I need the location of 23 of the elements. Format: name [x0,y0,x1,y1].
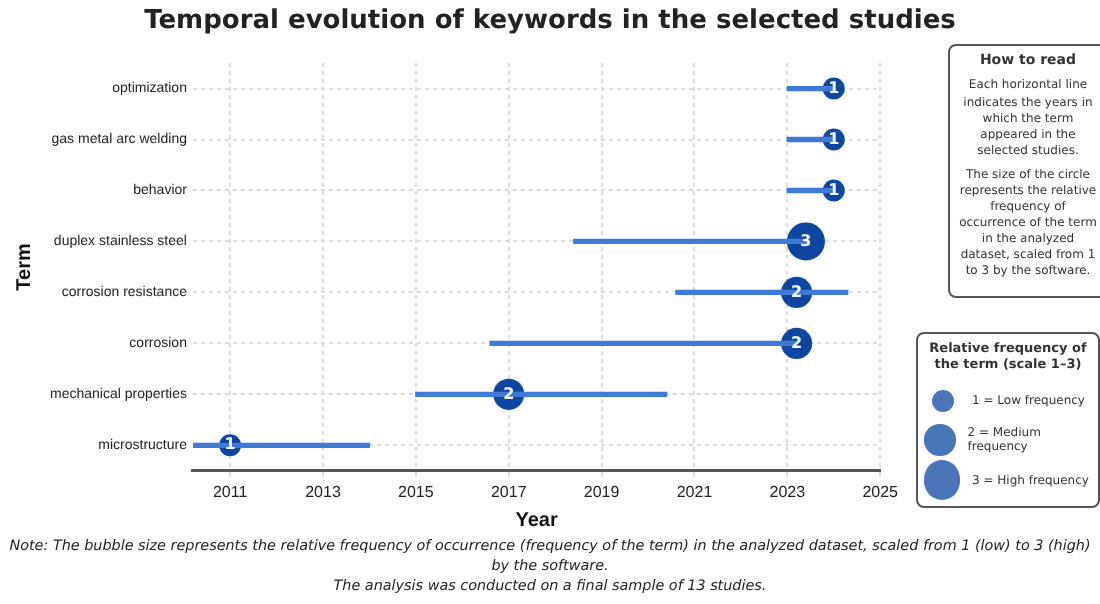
x-tick-label: 2011 [212,482,249,501]
x-tick-label: 2013 [305,482,342,501]
data-label: 2 [791,282,803,301]
chart-title: Temporal evolution of keywords in the selected studies [142,6,958,36]
data-label: 1 [828,78,841,97]
x-tick-label: 2021 [676,482,714,501]
x-tick-label: 2019 [583,482,621,501]
x-tick-label: 2023 [769,482,807,501]
x-tick-label: 2025 [862,482,900,501]
bar [489,340,798,347]
y-axis-title: Term [13,243,36,291]
x-tick-label: 2015 [398,482,435,501]
bar [415,391,668,398]
bar [675,289,849,296]
data-label: 1 [828,129,841,148]
bar [573,238,807,245]
data-label: 2 [503,384,515,403]
data-label: 1 [224,435,237,454]
x-axis-title: Year [515,509,558,532]
data-label: 1 [828,180,841,199]
x-tick-label: 2017 [490,482,528,501]
data-label: 2 [791,333,803,352]
data-label: 3 [800,231,812,250]
